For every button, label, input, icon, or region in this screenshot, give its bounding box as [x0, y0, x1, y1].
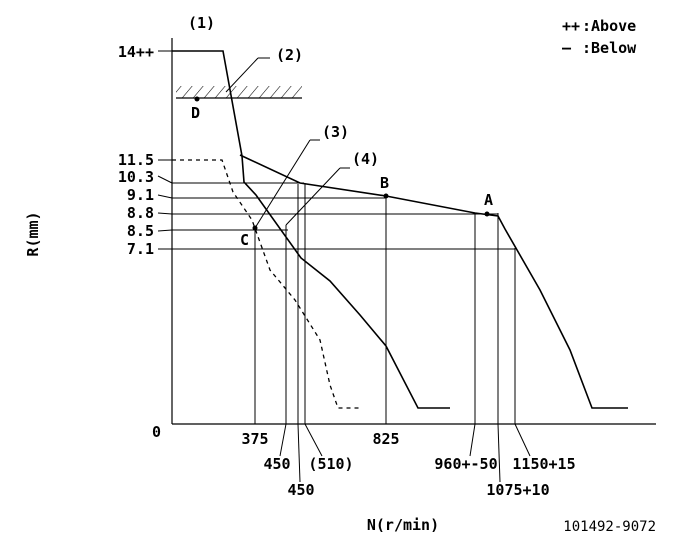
point-a [484, 211, 490, 217]
legend-above-text: :Above [582, 17, 636, 35]
y-tick-8-8: 8.8 [127, 204, 154, 222]
curves [172, 50, 628, 409]
y-tick-11-5: 11.5 [118, 151, 154, 169]
point-d [194, 96, 200, 102]
y-tick-9-1: 9.1 [127, 186, 154, 204]
reference-lines [172, 182, 515, 250]
dashed-curve [172, 159, 362, 409]
x-tick-960: 960+-50 [434, 455, 497, 473]
y-zero-label: 0 [152, 423, 161, 441]
legend-below-text: :Below [582, 39, 637, 57]
x-tick-450-b: 450 [287, 481, 314, 499]
full-load-curve [172, 50, 450, 409]
point-c [252, 225, 258, 231]
callout-1: (1) [188, 14, 215, 32]
y-tick-7-1: 7.1 [127, 240, 154, 258]
reference-verticals [254, 184, 516, 424]
points [194, 96, 490, 231]
leader-lines [157, 50, 531, 483]
y-tick-10-3: 10.3 [118, 168, 154, 186]
legend-below-symbol: — [562, 39, 572, 57]
callout-2: (2) [276, 46, 303, 64]
x-axis-title: N(r/min) [367, 516, 439, 534]
y-axis-title: R(mm) [24, 211, 42, 256]
figure-id: 101492-9072 [563, 519, 656, 535]
callout-3: (3) [322, 123, 349, 141]
label-c: C [240, 231, 249, 249]
callout-4: (4) [352, 150, 379, 168]
x-tick-1075: 1075+10 [486, 481, 549, 499]
x-tick-510: (510) [308, 455, 353, 473]
governor-curve [239, 154, 628, 409]
x-tick-450-a: 450 [263, 455, 290, 473]
point-b [383, 193, 389, 199]
label-a: A [484, 191, 493, 209]
y-tick-14: 14++ [118, 43, 154, 61]
x-tick-825: 825 [372, 430, 399, 448]
y-tick-8-5: 8.5 [127, 222, 154, 240]
legend: ++ :Above — :Below [562, 17, 637, 57]
x-tick-1150: 1150+15 [512, 455, 575, 473]
legend-above-symbol: ++ [562, 17, 580, 35]
label-b: B [380, 174, 389, 192]
stopper-hatch [176, 86, 302, 99]
label-d: D [191, 104, 200, 122]
x-tick-375: 375 [241, 430, 268, 448]
